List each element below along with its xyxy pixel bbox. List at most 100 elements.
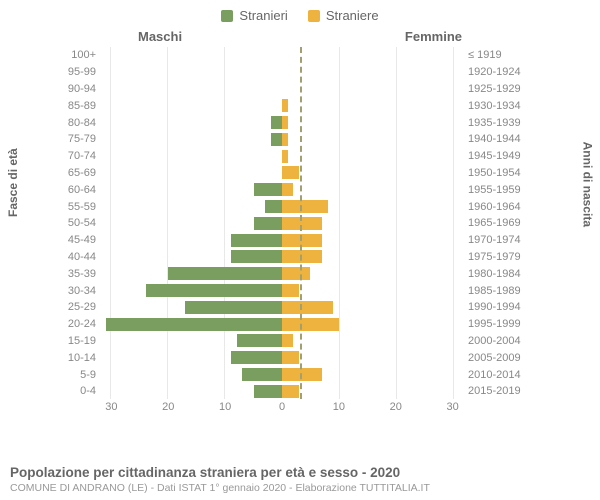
bar-female (282, 133, 288, 146)
birth-label: 1970-1974 (464, 234, 524, 246)
age-label: 60-64 (60, 184, 100, 196)
pyramid-row: 70-741945-1949 (60, 148, 524, 165)
side-title-female: Femmine (405, 29, 462, 44)
legend-label-female: Straniere (326, 8, 379, 23)
bar-pair (100, 215, 464, 232)
bar-pair (100, 232, 464, 249)
birth-label: 2010-2014 (464, 369, 524, 381)
age-label: 95-99 (60, 66, 100, 78)
age-label: 55-59 (60, 201, 100, 213)
birth-label: 2005-2009 (464, 352, 524, 364)
pyramid-row: 65-69 1950-1954 (60, 165, 524, 182)
bar-male (185, 301, 282, 314)
bar-pair (100, 47, 464, 64)
bar-pair (100, 131, 464, 148)
pyramid-row: 40-44 1975-1979 (60, 249, 524, 266)
birth-label: 1940-1944 (464, 133, 524, 145)
x-tick: 10 (333, 401, 345, 413)
bar-male (254, 183, 282, 196)
y-axis-label-right: Anni di nascita (580, 142, 594, 227)
birth-label: 1995-1999 (464, 318, 524, 330)
pyramid-row: 15-19 2000-2004 (60, 333, 524, 350)
bar-pair (100, 198, 464, 215)
pyramid-row: 60-641955-1959 (60, 181, 524, 198)
birth-label: 1945-1949 (464, 150, 524, 162)
pyramid-row: 45-491970-1974 (60, 232, 524, 249)
pyramid-row: 50-54 1965-1969 (60, 215, 524, 232)
bar-female (282, 150, 288, 163)
bar-male (146, 284, 283, 297)
bar-male (231, 351, 282, 364)
bar-pair (100, 366, 464, 383)
bar-male (231, 234, 282, 247)
bar-female (282, 267, 310, 280)
bar-pair (100, 349, 464, 366)
pyramid-row: 20-24 1995-1999 (60, 316, 524, 333)
bar-male (254, 385, 282, 398)
age-label: 5-9 (60, 369, 100, 381)
bar-female (282, 99, 288, 112)
bar-female (282, 334, 293, 347)
footer-title: Popolazione per cittadinanza straniera p… (10, 465, 590, 480)
rows-container: 100+≤ 191995-991920-192490-941925-192985… (60, 47, 524, 399)
birth-label: 1950-1954 (464, 167, 524, 179)
age-label: 25-29 (60, 301, 100, 313)
pyramid-row: 10-142005-2009 (60, 349, 524, 366)
pyramid-row: 90-941925-1929 (60, 81, 524, 98)
x-tick: 20 (162, 401, 174, 413)
birth-label: 2000-2004 (464, 335, 524, 347)
bar-pair (100, 64, 464, 81)
pyramid-row: 55-59 1960-1964 (60, 198, 524, 215)
bar-female (282, 284, 299, 297)
age-label: 40-44 (60, 251, 100, 263)
pyramid-row: 30-341985-1989 (60, 282, 524, 299)
age-label: 80-84 (60, 117, 100, 129)
bar-pair (100, 148, 464, 165)
x-tick: 30 (105, 401, 117, 413)
bar-female (282, 351, 299, 364)
age-label: 50-54 (60, 217, 100, 229)
birth-label: 1920-1924 (464, 66, 524, 78)
x-tick: 20 (390, 401, 402, 413)
chart-area: Maschi Femmine Fasce di età Anni di nasc… (8, 27, 592, 427)
birth-label: 1980-1984 (464, 268, 524, 280)
bar-female (282, 250, 322, 263)
bar-pair (100, 114, 464, 131)
birth-label: 1930-1934 (464, 100, 524, 112)
bar-pair (100, 165, 464, 182)
bar-male (242, 368, 282, 381)
pyramid-row: 5-9 2010-2014 (60, 366, 524, 383)
bar-pair (100, 299, 464, 316)
bar-female (282, 116, 288, 129)
bar-male (254, 217, 282, 230)
birth-label: 1965-1969 (464, 217, 524, 229)
x-tick: 30 (447, 401, 459, 413)
age-label: 90-94 (60, 83, 100, 95)
age-label: 20-24 (60, 318, 100, 330)
birth-label: 1975-1979 (464, 251, 524, 263)
age-label: 65-69 (60, 167, 100, 179)
pyramid-row: 75-791940-1944 (60, 131, 524, 148)
pyramid-row: 100+≤ 1919 (60, 47, 524, 64)
age-label: 15-19 (60, 335, 100, 347)
pyramid-row: 0-42015-2019 (60, 383, 524, 400)
bar-pair (100, 81, 464, 98)
age-label: 35-39 (60, 268, 100, 280)
bar-male (237, 334, 283, 347)
birth-label: 2015-2019 (464, 385, 524, 397)
bar-female (282, 301, 333, 314)
bar-male (231, 250, 282, 263)
legend-item-male: Stranieri (221, 8, 287, 23)
age-label: 30-34 (60, 285, 100, 297)
birth-label: ≤ 1919 (464, 49, 524, 61)
pyramid-row: 25-291990-1994 (60, 299, 524, 316)
bar-pair (100, 265, 464, 282)
bar-pair (100, 282, 464, 299)
bar-male (106, 318, 282, 331)
footer-subtitle: COMUNE DI ANDRANO (LE) - Dati ISTAT 1° g… (10, 482, 590, 494)
legend-label-male: Stranieri (239, 8, 287, 23)
birth-label: 1960-1964 (464, 201, 524, 213)
x-tick: 10 (219, 401, 231, 413)
x-axis: 0102030 102030 (100, 401, 464, 417)
footer: Popolazione per cittadinanza straniera p… (10, 465, 590, 494)
